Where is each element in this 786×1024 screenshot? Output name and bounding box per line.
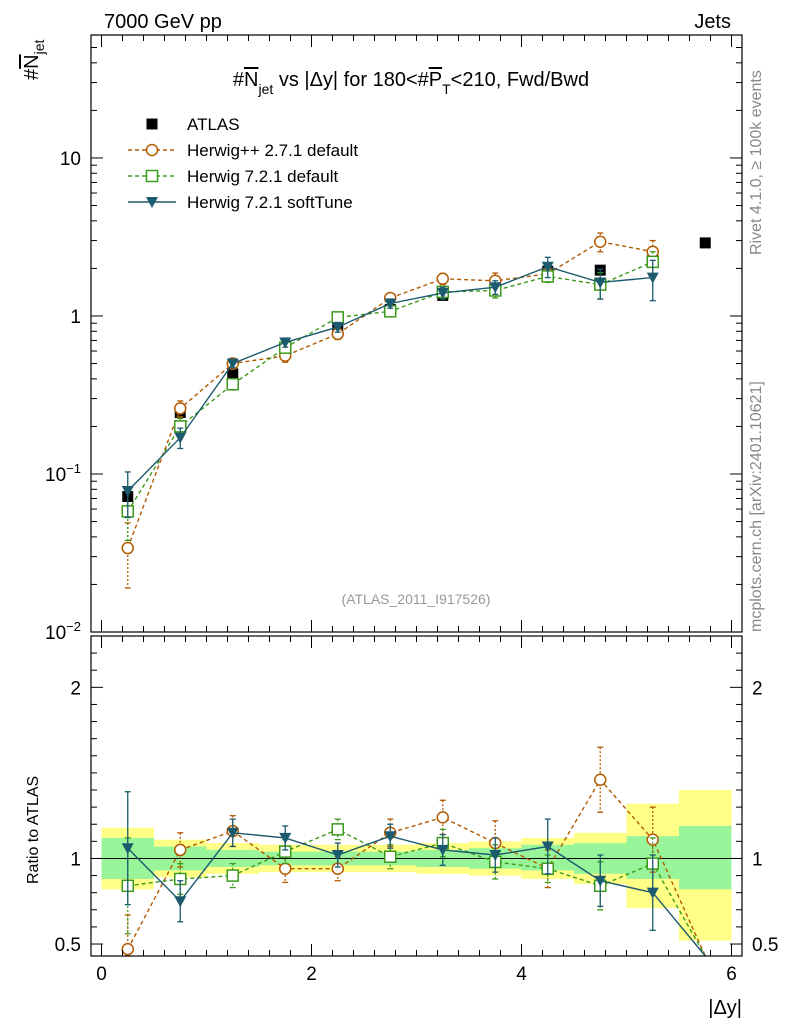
rivet-version-label: Rivet 4.1.0, ≥ 100k events [748, 70, 765, 255]
legend-entry-soft: Herwig 7.2.1 softTune [128, 193, 353, 212]
ratio-point-soft [489, 850, 502, 862]
ratio-point-soft [646, 887, 659, 899]
header-process-label: Jets [694, 11, 731, 33]
legend-entry-atlas: ATLAS [146, 115, 240, 134]
main-point-soft [331, 322, 344, 334]
main-point-h721 [226, 377, 239, 391]
ratio-y-tick-label: 0.5 [55, 935, 81, 956]
ratio-line-soft [127, 832, 706, 957]
ratio-point-soft [279, 832, 292, 844]
main-line-hpp [127, 240, 653, 549]
x-tick-label: 0 [96, 964, 107, 985]
ratio-point-soft [226, 827, 239, 839]
ratio-y-axis-label: Ratio to ATLAS [25, 776, 42, 884]
ratio-y-tick-label: 1 [70, 849, 81, 870]
ratio-point-soft [384, 831, 397, 843]
ratio-point-hpp [174, 843, 187, 857]
legend-marker [145, 143, 159, 157]
top-data-layer [121, 232, 711, 589]
ratio-y-tick-label-right: 2 [752, 678, 763, 699]
main-point-soft [121, 486, 134, 498]
ratio-point-hpp [436, 811, 449, 824]
main-point-hpp [436, 272, 449, 286]
ratio-point-h721 [331, 823, 344, 836]
y-tick-label: 1 [70, 307, 81, 328]
legend-label: Herwig 7.2.1 softTune [187, 193, 353, 212]
ratio-point-h721 [226, 869, 239, 882]
x-axis-label: |Δy| [708, 997, 742, 1019]
ratio-y-tick-label-right: 0.5 [752, 935, 778, 956]
analysis-id-label: (ATLAS_2011_I917526) [342, 591, 491, 607]
chart-title: #Njet vs |Δy| for 180<#PT<210, Fwd/Bwd [233, 69, 589, 97]
legend: ATLAS Herwig++ 2.7.1 default Herwig 7.2.1 … [128, 115, 358, 212]
ratio-point-soft [594, 875, 607, 887]
header-energy-label: 7000 GeV pp [104, 11, 222, 33]
y-tick-label: 10−2 [45, 619, 81, 644]
ratio-point-hpp [121, 942, 134, 956]
ratio-point-hpp [594, 773, 607, 786]
main-point-soft [226, 358, 239, 370]
mcplots-label: mcplots.cern.ch [arXiv:2401.10621] [748, 381, 765, 632]
ratio-y-tick-label-right: 1 [752, 849, 763, 870]
main-plot-panel: #Njet vs |Δy| for 180<#PT<210, Fwd/Bwd #… [21, 40, 589, 607]
main-point-soft [489, 282, 502, 294]
y-tick-label: 10 [60, 149, 81, 170]
ratio-point-h721 [384, 850, 397, 863]
main-point-soft [174, 432, 187, 444]
ratio-point-soft [121, 843, 134, 855]
ratio-point-soft [331, 850, 344, 862]
x-tick-label: 6 [726, 964, 737, 985]
main-point-atlas [699, 237, 711, 249]
main-point-soft [594, 277, 607, 289]
legend-entry-h721: Herwig 7.2.1 default [128, 167, 338, 186]
legend-label: Herwig++ 2.7.1 default [187, 141, 358, 160]
main-point-hpp [121, 541, 134, 555]
legend-marker [146, 118, 158, 130]
legend-label: ATLAS [187, 115, 240, 134]
legend-marker [146, 197, 158, 208]
ratio-band-inner-bin [679, 825, 732, 890]
main-point-soft [384, 298, 397, 310]
main-point-hpp [594, 235, 607, 248]
y-axis-label: #Njet [21, 40, 47, 80]
legend-label: Herwig 7.2.1 default [187, 167, 338, 186]
axes-layer: 10−2 10−1 1 10 0 2 4 6 0.5 0.5 1 1 2 2 [45, 34, 778, 985]
ratio-point-hpp [279, 862, 292, 875]
y-tick-label: 10−1 [45, 461, 81, 486]
legend-marker [145, 169, 159, 183]
main-point-hpp [174, 402, 187, 415]
ratio-data-layer [91, 746, 742, 957]
main-point-soft [436, 287, 449, 299]
main-point-h721 [331, 311, 344, 324]
ratio-point-soft [436, 844, 449, 856]
main-point-soft [646, 272, 659, 284]
ratio-y-tick-label: 2 [70, 678, 81, 699]
ratio-point-soft [174, 896, 187, 908]
main-point-soft [279, 337, 292, 349]
x-tick-label: 2 [306, 964, 317, 985]
main-point-soft [541, 261, 554, 273]
ratio-plot-panel: Ratio to ATLAS |Δy| [25, 776, 742, 1019]
x-tick-label: 4 [516, 964, 527, 985]
ratio-point-soft [541, 841, 554, 853]
main-point-atlas [227, 368, 239, 380]
legend-entry-hpp: Herwig++ 2.7.1 default [128, 141, 358, 160]
